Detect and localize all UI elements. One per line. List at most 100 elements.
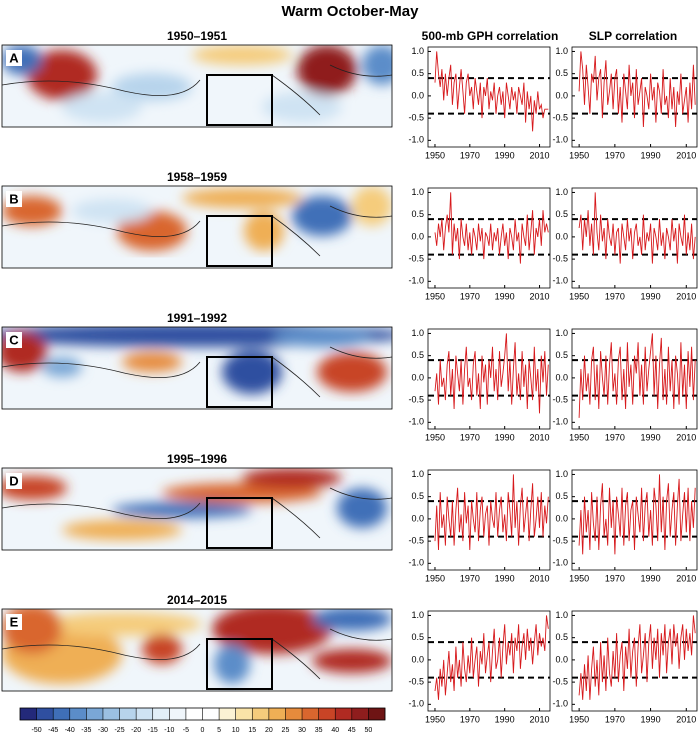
y-tick-label: 0.0 — [555, 90, 568, 100]
anomaly-blob — [362, 45, 392, 85]
x-tick-label: 1990 — [641, 573, 661, 583]
y-tick-label: -0.5 — [552, 676, 568, 686]
x-tick-label: 1990 — [641, 714, 661, 724]
colorbar-swatch — [351, 708, 369, 720]
colorbar-tick-label: -20 — [131, 727, 141, 734]
x-tick-label: 2010 — [530, 150, 550, 160]
x-tick-label: 1990 — [495, 714, 515, 724]
map-frame — [1, 608, 393, 692]
colorbar-tick-label: -40 — [65, 727, 75, 734]
plot-frame — [427, 328, 551, 430]
x-tick-label: 1990 — [495, 573, 515, 583]
colorbar-swatch — [136, 708, 154, 720]
y-tick-label: 1.0 — [555, 328, 568, 338]
colorbar-tick-label: 10 — [232, 727, 240, 734]
correlation-line — [578, 474, 696, 555]
anomaly-blob — [262, 92, 342, 122]
colorbar-tick-label: -10 — [164, 727, 174, 734]
colorbar-tick-label: 40 — [331, 727, 339, 734]
correlation-line — [578, 51, 696, 128]
panel-letter-bg — [6, 473, 22, 489]
y-tick-label: -1.0 — [408, 276, 424, 286]
plot-frame — [571, 610, 698, 712]
anomaly-blob — [352, 186, 392, 226]
y-tick-label: -0.5 — [408, 535, 424, 545]
y-tick-label: 1.0 — [555, 46, 568, 56]
anomaly-blob — [162, 483, 322, 503]
colorbar-tick-label: 25 — [282, 727, 290, 734]
x-tick-label: 1970 — [460, 714, 480, 724]
colorbar-swatch — [318, 708, 336, 720]
column-header: SLP correlation — [589, 29, 677, 43]
y-tick-label: 0.0 — [411, 654, 424, 664]
y-tick-label: 0.0 — [555, 372, 568, 382]
y-tick-label: -1.0 — [408, 558, 424, 568]
colorbar-tick-label: -45 — [48, 727, 58, 734]
x-tick-label: 1950 — [569, 432, 589, 442]
colorbar-tick-label: 0 — [201, 727, 205, 734]
y-tick-label: -1.0 — [552, 699, 568, 709]
region-box — [206, 638, 273, 690]
map-frame — [1, 326, 393, 410]
x-tick-label: 1950 — [569, 291, 589, 301]
plot-frame — [427, 46, 551, 148]
region-box — [206, 356, 273, 408]
anomaly-field — [2, 609, 392, 684]
panel-letter-bg — [6, 191, 22, 207]
x-tick-label: 1970 — [605, 714, 625, 724]
plot-frame — [571, 46, 698, 148]
y-tick-label: 0.0 — [555, 513, 568, 523]
anomaly-blob — [292, 196, 352, 236]
colorbar-tick-label: 50 — [365, 727, 373, 734]
correlation-line — [578, 333, 696, 418]
correlation-line — [578, 615, 696, 700]
y-tick-label: 0.5 — [411, 68, 424, 78]
anomaly-blob — [117, 211, 187, 251]
colorbar-swatch — [285, 708, 303, 720]
anomaly-blob — [192, 45, 292, 65]
region-box — [206, 215, 273, 267]
x-tick-label: 1990 — [495, 291, 515, 301]
y-tick-label: 1.0 — [555, 469, 568, 479]
y-tick-label: 0.5 — [411, 632, 424, 642]
coastline — [2, 346, 392, 398]
colorbar-tick-label: 45 — [348, 727, 356, 734]
map-field — [2, 186, 392, 268]
panel-letter: D — [9, 473, 18, 488]
colorbar-tick-label: -15 — [148, 727, 158, 734]
y-tick-label: 0.5 — [555, 209, 568, 219]
x-tick-label: 1970 — [605, 573, 625, 583]
x-tick-label: 1970 — [605, 291, 625, 301]
anomaly-blob — [27, 50, 97, 100]
x-tick-label: 1950 — [569, 150, 589, 160]
anomaly-blob — [182, 188, 302, 208]
y-tick-label: -0.5 — [408, 253, 424, 263]
coastline — [2, 205, 392, 257]
y-tick-label: -1.0 — [408, 699, 424, 709]
x-tick-label: 2010 — [530, 291, 550, 301]
anomaly-blob — [112, 502, 252, 518]
map-frame — [1, 467, 393, 551]
map: D — [1, 467, 393, 551]
y-tick-label: 1.0 — [411, 187, 424, 197]
period-label: 2014–2015 — [167, 593, 227, 607]
colorbar-swatch — [368, 708, 386, 720]
colorbar-swatch — [152, 708, 170, 720]
correlation-line — [578, 192, 696, 264]
colorbar-swatch — [219, 708, 236, 720]
map-frame — [1, 185, 393, 269]
coastline — [2, 64, 392, 116]
x-tick-label: 1970 — [460, 573, 480, 583]
colorbar-tick-label: 15 — [248, 727, 256, 734]
anomaly-blob — [222, 350, 282, 394]
x-tick-label: 2010 — [676, 432, 696, 442]
y-tick-label: 1.0 — [411, 46, 424, 56]
colorbar-tick-label: -35 — [81, 727, 91, 734]
y-tick-label: 0.5 — [555, 350, 568, 360]
anomaly-blob — [242, 468, 342, 488]
colorbar-swatch — [235, 708, 253, 720]
y-tick-label: -1.0 — [552, 276, 568, 286]
map-field — [2, 468, 392, 550]
y-tick-label: -1.0 — [408, 417, 424, 427]
